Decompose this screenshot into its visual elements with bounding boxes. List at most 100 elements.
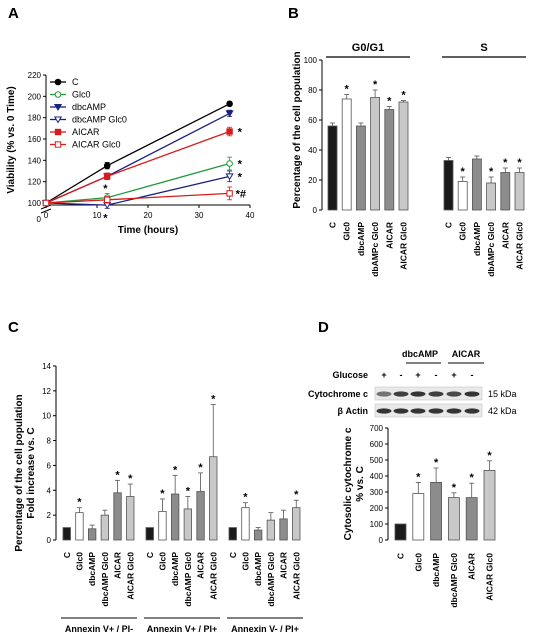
category-label: dbcAMP Glc0 — [449, 553, 459, 608]
significance-marker: * — [461, 166, 466, 178]
significance-marker: * — [345, 84, 350, 96]
significance-marker: * — [416, 471, 421, 483]
y-tick-label: 40 — [308, 146, 317, 155]
data-point — [104, 196, 111, 204]
treatment-label: dbcAMP — [402, 349, 438, 359]
y-tick-label: 2 — [47, 511, 52, 520]
bar — [279, 518, 288, 541]
bar — [100, 514, 109, 541]
panel-label-d: D — [318, 319, 329, 336]
significance-marker: * — [77, 497, 82, 509]
significance-marker: * — [211, 394, 216, 406]
data-point — [226, 128, 233, 135]
legend-label: AICAR — [72, 127, 100, 137]
category-label: AICAR Glc0 — [485, 553, 495, 601]
y-tick-label: 160 — [28, 135, 42, 144]
category-label: C — [396, 553, 406, 559]
category-label: AICAR Glc0 — [515, 222, 525, 270]
bar — [183, 508, 193, 541]
significance-marker: * — [470, 472, 475, 484]
blot-strip — [374, 386, 483, 401]
category-label: C — [444, 222, 454, 228]
y-tick-label: 220 — [28, 71, 42, 80]
significance-marker: * — [186, 486, 191, 498]
blot-band — [464, 408, 480, 414]
bar — [253, 529, 263, 541]
group-label: Annexin V- / PI+ — [231, 624, 299, 634]
y-tick-label: 0 — [47, 536, 52, 545]
blot-band — [376, 408, 392, 414]
category-label: dbcAMP Glc0 — [100, 552, 110, 607]
legend-label: dbcAMP — [72, 102, 106, 112]
y-tick-label: 200 — [28, 92, 42, 101]
category-label: dbcAMP — [356, 222, 366, 256]
chart-panel-c: 0 2 4 6 8 10 12 14 Percentage of the cell popula… — [14, 362, 303, 634]
category-label: AICAR Glc0 — [399, 222, 409, 270]
bar — [126, 496, 135, 541]
legend-label: C — [72, 77, 79, 87]
blot-band — [376, 391, 392, 397]
category-label: C — [145, 552, 155, 558]
y-tick-label: 20 — [308, 176, 317, 185]
bar — [292, 507, 301, 541]
bar — [209, 456, 218, 541]
bar — [384, 109, 395, 211]
significance-marker: * — [103, 183, 108, 195]
chart-panel-d: 0 100 200 300 400 500 600 700 Cytosolic cytochro… — [343, 424, 496, 608]
blot-band — [410, 391, 426, 397]
bar — [145, 527, 154, 541]
category-label: AICAR — [113, 552, 123, 579]
y-tick-label: 600 — [370, 440, 384, 449]
category-label: AICAR Glc0 — [291, 552, 301, 600]
bar — [500, 172, 511, 211]
bar — [447, 497, 460, 541]
category-label: AICAR — [196, 552, 206, 579]
y-tick-label: 200 — [370, 504, 384, 513]
glucose-sign: + — [451, 370, 456, 380]
glucose-sign: - — [435, 370, 438, 380]
category-label: dbcAMP Glc0 — [266, 552, 276, 607]
y-tick-label: 300 — [370, 488, 384, 497]
bar — [62, 527, 71, 541]
category-label: dbcAMP — [472, 222, 482, 256]
bar — [486, 182, 497, 211]
blot-row-label: Cytochrome c — [308, 389, 368, 399]
significance-marker: *# — [236, 188, 246, 200]
bar — [355, 125, 366, 211]
y-tick-label: 400 — [370, 472, 384, 481]
x-tick-label: 10 — [93, 211, 102, 220]
y-axis-label: Viability (% vs. 0 Time) — [6, 86, 17, 193]
blot-row-label: β Actin — [338, 406, 369, 416]
y-tick-label: 500 — [370, 456, 384, 465]
data-point — [104, 173, 111, 180]
category-label: C — [62, 552, 72, 558]
y-tick-label: 120 — [28, 178, 42, 187]
y-axis-label: Cytosolic cytochrome c — [343, 427, 354, 540]
data-point — [103, 162, 111, 169]
bar — [196, 491, 205, 541]
significance-marker: * — [517, 157, 522, 169]
significance-marker: * — [160, 488, 165, 500]
blot-band — [410, 408, 426, 414]
bar — [483, 469, 496, 541]
category-label: AICAR Glc0 — [125, 552, 135, 600]
data-point — [54, 141, 62, 148]
group-label: Annexin V+ / PI- — [65, 624, 133, 634]
bar — [430, 481, 443, 541]
glucose-sign: - — [400, 370, 403, 380]
x-tick-label: 0 — [44, 211, 49, 220]
blot-strip — [374, 403, 483, 418]
category-label: dbcAMP Glc0 — [183, 552, 193, 607]
category-label: C — [328, 222, 338, 228]
bar — [370, 97, 381, 211]
blot-band — [464, 391, 480, 397]
x-tick-label: 30 — [195, 211, 204, 220]
data-point — [226, 100, 233, 108]
category-label: Glc0 — [240, 552, 250, 571]
y-tick-label: 6 — [47, 461, 52, 470]
significance-marker: * — [173, 464, 178, 476]
x-tick-label: 40 — [246, 211, 255, 220]
category-label: Glc0 — [342, 222, 352, 241]
blot-band — [428, 408, 444, 414]
bar — [75, 512, 84, 541]
